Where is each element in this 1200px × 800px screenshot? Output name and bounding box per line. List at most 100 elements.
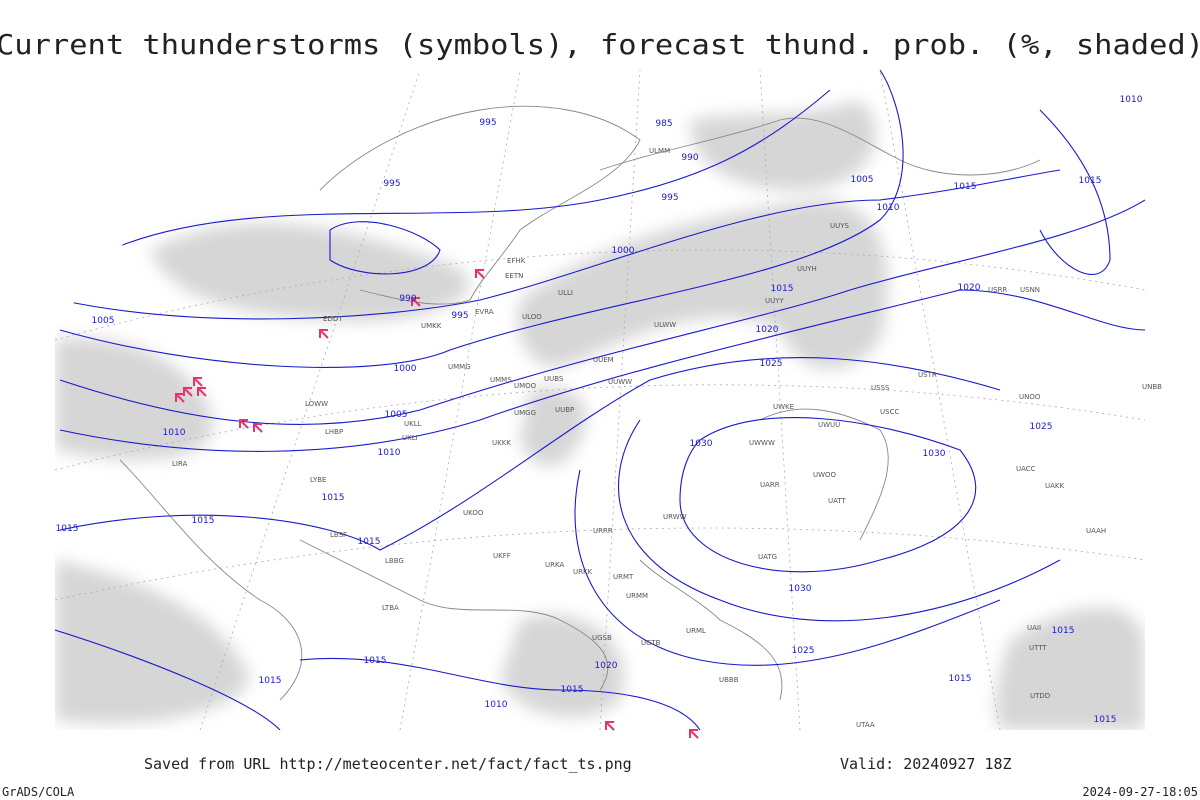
source-url: Saved from URL http://meteocenter.net/fa… <box>144 755 632 773</box>
station-code: ULLI <box>558 289 573 297</box>
station-code: UWUU <box>818 421 840 429</box>
isobar-label: 990 <box>681 153 698 163</box>
station-code: UTDD <box>1030 692 1050 700</box>
valid-time: Valid: 20240927 18Z <box>840 755 1012 773</box>
station-code: UNBB <box>1142 383 1162 391</box>
isobar-label: 1030 <box>923 449 946 459</box>
station-code: URWW <box>663 513 687 521</box>
station-code: UGTB <box>641 639 661 647</box>
station-code: LTBA <box>382 604 399 612</box>
isobar-label: 1015 <box>358 537 381 547</box>
isobar-label: 1010 <box>877 203 900 213</box>
isobar-label: 1015 <box>322 493 345 503</box>
station-code: UKOO <box>463 509 484 517</box>
station-code: UMKK <box>421 322 442 330</box>
station-code: UMMS <box>490 376 512 384</box>
station-code: LOWW <box>305 400 328 408</box>
station-code: URKK <box>573 568 593 576</box>
station-code: UBBB <box>719 676 739 684</box>
isobar-label: 1025 <box>1030 422 1053 432</box>
timestamp: 2024-09-27-18:05 <box>1082 785 1198 799</box>
station-code: UTAA <box>856 721 875 729</box>
isobar-label: 1015 <box>1079 176 1102 186</box>
isobar-label: 1020 <box>595 661 618 671</box>
station-code: ULOO <box>522 313 542 321</box>
station-code: UAKK <box>1045 482 1065 490</box>
isobar-label: 1010 <box>163 428 186 438</box>
station-code: UNOO <box>1019 393 1041 401</box>
isobar-label: 1010 <box>378 448 401 458</box>
coastlines <box>119 105 1041 701</box>
isobar-label: 1015 <box>954 182 977 192</box>
station-code: URMT <box>613 573 634 581</box>
isobar-label: 995 <box>383 179 400 189</box>
isobar-label: 1015 <box>56 524 79 534</box>
isobar-label: 990 <box>399 294 416 304</box>
isobars <box>55 70 1145 730</box>
station-code: UKFF <box>493 552 511 560</box>
station-code: UKLL <box>404 420 422 428</box>
station-code: UWOO <box>813 471 837 479</box>
station-code: UUYS <box>830 222 850 230</box>
station-code: UTTT <box>1029 644 1047 652</box>
station-code: UGSB <box>592 634 612 642</box>
isobar-label: 1005 <box>851 175 874 185</box>
isobar-label: 1030 <box>690 439 713 449</box>
credit: GrADS/COLA <box>2 785 75 799</box>
station-code: LHBP <box>325 428 343 436</box>
isobar-label: 995 <box>451 311 468 321</box>
station-code: UKLI <box>402 434 418 442</box>
station-code: USRR <box>988 286 1007 294</box>
station-code: UUYH <box>797 265 817 273</box>
station-code: URMM <box>626 592 648 600</box>
station-code: LBBG <box>385 557 404 565</box>
station-code: UWKE <box>773 403 794 411</box>
station-code: UMGG <box>514 409 536 417</box>
isobar-label: 1015 <box>192 516 215 526</box>
isobar-label: 1010 <box>485 700 508 710</box>
thunderstorm-symbols <box>175 269 699 739</box>
station-code: URRR <box>593 527 613 535</box>
map-area <box>55 70 1145 730</box>
isobar-label: 1000 <box>612 246 635 256</box>
station-code: EFHK <box>507 257 526 265</box>
station-code: UUBP <box>555 406 574 414</box>
station-code: UMMG <box>448 363 471 371</box>
station-code: USNN <box>1020 286 1040 294</box>
isobar-label: 995 <box>479 118 496 128</box>
isobar-label: 1005 <box>385 410 408 420</box>
station-code: EVRA <box>475 308 494 316</box>
station-code: LBSF <box>330 531 347 539</box>
isobar-label: 1015 <box>1094 715 1117 725</box>
isobar-label: 995 <box>661 193 678 203</box>
isobar-label: 1020 <box>756 325 779 335</box>
isobar-label: 1025 <box>792 646 815 656</box>
station-code: EETN <box>505 272 523 280</box>
isobar-label: 1015 <box>771 284 794 294</box>
station-code: UAAH <box>1086 527 1106 535</box>
station-code: LIRA <box>172 460 188 468</box>
station-code: USTR <box>918 371 937 379</box>
isobar-label: 1005 <box>92 316 115 326</box>
isobar-label: 985 <box>655 119 672 129</box>
station-code: UKKK <box>492 439 511 447</box>
station-code: UARR <box>760 481 780 489</box>
station-code: LYBE <box>310 476 326 484</box>
isobar-label: 1015 <box>949 674 972 684</box>
station-code: URML <box>686 627 706 635</box>
station-code: ULMM <box>649 147 670 155</box>
station-code: URKA <box>545 561 564 569</box>
station-code: UATG <box>758 553 777 561</box>
station-code: ULWW <box>654 321 676 329</box>
isobar-label: 1020 <box>958 283 981 293</box>
isobar-label: 1015 <box>259 676 282 686</box>
isobar-label: 1025 <box>760 359 783 369</box>
station-code: UUWW <box>608 378 632 386</box>
station-code: UMOO <box>514 382 537 390</box>
isobar-label: 1000 <box>394 364 417 374</box>
station-code: USSS <box>871 384 890 392</box>
isobar-label: 1015 <box>1052 626 1075 636</box>
station-code: UATT <box>828 497 847 505</box>
